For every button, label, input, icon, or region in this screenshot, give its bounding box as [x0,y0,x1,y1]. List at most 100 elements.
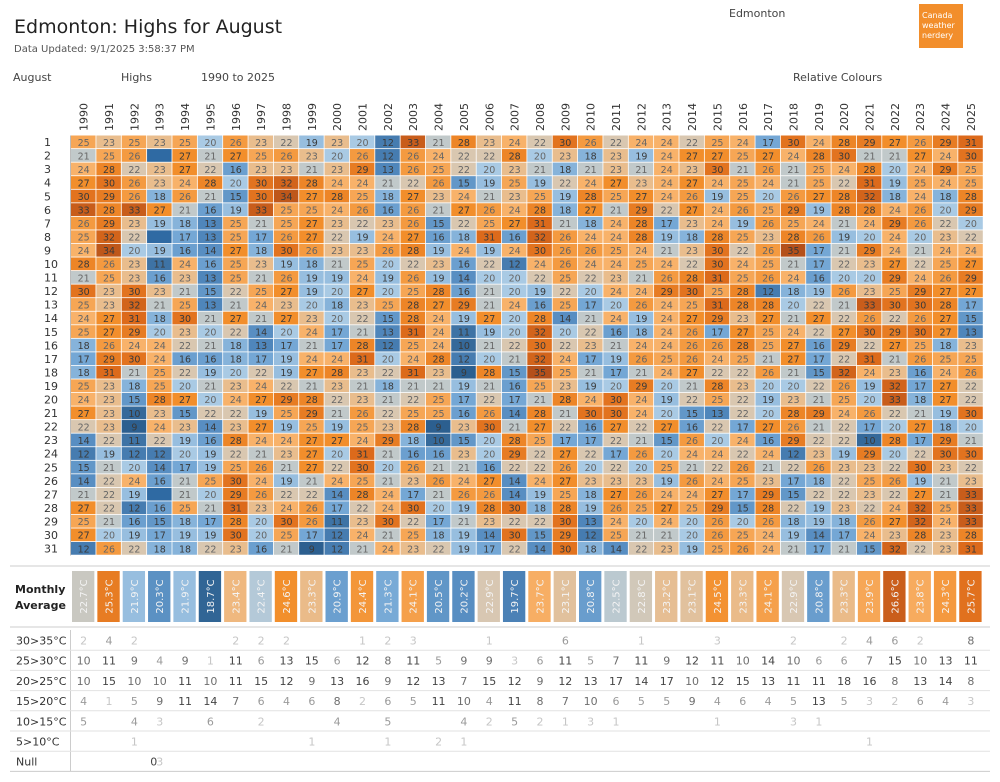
heat-cell [780,176,806,189]
heat-cell [603,271,628,284]
cell-value: 24 [661,151,673,162]
cell-value: 20 [661,409,673,420]
heat-cell [730,501,755,515]
cell-value: 20 [965,219,977,230]
cell-value: 20 [204,138,216,149]
heat-cell [679,162,704,176]
heat-cell [197,501,223,515]
cell-value: 28 [635,233,647,244]
heat-cell [96,230,121,244]
cell-value: 26 [863,409,875,420]
heat-cell [476,460,502,474]
cell-value: 30 [965,151,977,162]
measure-filter[interactable]: Highs [121,71,153,84]
cell-value: 23 [458,422,470,433]
cell-value: 26 [914,314,926,325]
heat-cell [273,203,299,216]
cell-value: 18 [585,151,597,162]
cell-value: 24 [940,246,952,257]
cell-value: 10 [863,436,875,447]
cell-value: 24 [661,327,673,338]
cell-value: 23 [635,178,647,189]
heat-cell [197,203,223,216]
cell-value: 22 [965,233,977,244]
heat-cell [578,311,603,325]
cell-value: 24 [661,490,673,501]
colour-mode-toggle[interactable]: Relative Colours [793,71,883,84]
cell-value: 21 [78,490,90,501]
heat-cell [223,392,248,406]
cell-value: 33 [128,206,140,217]
cell-value: 16 [686,422,698,433]
monthly-average-value: 20.3°C [155,579,166,613]
heat-cell [451,176,476,189]
heat-cell [147,271,172,284]
heat-cell [223,271,248,284]
heat-cell [603,298,628,311]
heat-cell [121,447,147,460]
heat-cell [932,433,958,447]
heat-cell [755,189,780,203]
heat-cell [755,392,780,406]
cell-value: 23 [103,138,115,149]
cell-value: 12 [331,544,343,555]
heat-cell [755,420,780,433]
bucket-count: 6 [917,695,924,708]
cell-value: 25 [280,531,292,542]
year-range-filter[interactable]: 1990 to 2025 [201,71,276,84]
heat-cell [831,338,857,352]
cell-value: 29 [509,449,521,460]
cell-value: 21 [204,382,216,393]
cell-value: 9 [461,368,467,379]
month-filter[interactable]: August [13,71,52,84]
heat-cell [907,284,933,298]
heat-cell [654,271,679,284]
cell-value: 17 [610,449,622,460]
cell-value: 32 [534,355,546,366]
heat-cell [451,338,476,352]
cell-value: 14 [509,490,521,501]
cell-value: 25 [280,219,292,230]
year-label: 2012 [635,103,648,131]
heat-cell [882,149,907,162]
heat-cell [856,447,882,460]
heat-cell [476,243,502,257]
cell-value: 22 [737,449,749,460]
heat-cell [882,501,907,515]
heat-cell [147,460,172,474]
cell-value: 22 [661,206,673,217]
heat-cell [349,460,375,474]
heat-cell [299,365,324,379]
heat-cell [400,216,426,230]
heat-cell [172,406,197,420]
heat-cell [400,311,426,325]
heat-cell [907,406,933,420]
cell-value: 19 [204,449,216,460]
heat-cell [476,216,502,230]
cell-value: 19 [661,395,673,406]
cell-value: 23 [179,422,191,433]
cell-value: 15 [509,368,521,379]
heat-cell [501,474,527,487]
bucket-count: 17 [660,675,674,688]
city-selector[interactable]: Edmonton [729,7,786,20]
monthly-average-bar [249,571,272,622]
heat-cell [71,162,96,176]
cell-value: 21 [509,355,521,366]
heat-cell [197,420,223,433]
monthly-average-label: Average [15,599,66,612]
cell-value: 22 [838,178,850,189]
heat-cell [273,501,299,515]
cell-value: 23 [331,246,343,257]
heat-cell [730,528,755,542]
cell-value: 27 [940,327,952,338]
cell-value: 21 [914,409,926,420]
cell-value: 27 [737,327,749,338]
day-label: 14 [44,312,58,325]
heat-cell [730,271,755,284]
cell-value: 27 [306,368,318,379]
heat-cell [958,176,983,189]
cell-value: 27 [914,422,926,433]
heat-cell [248,487,273,501]
heat-cell [958,325,983,338]
